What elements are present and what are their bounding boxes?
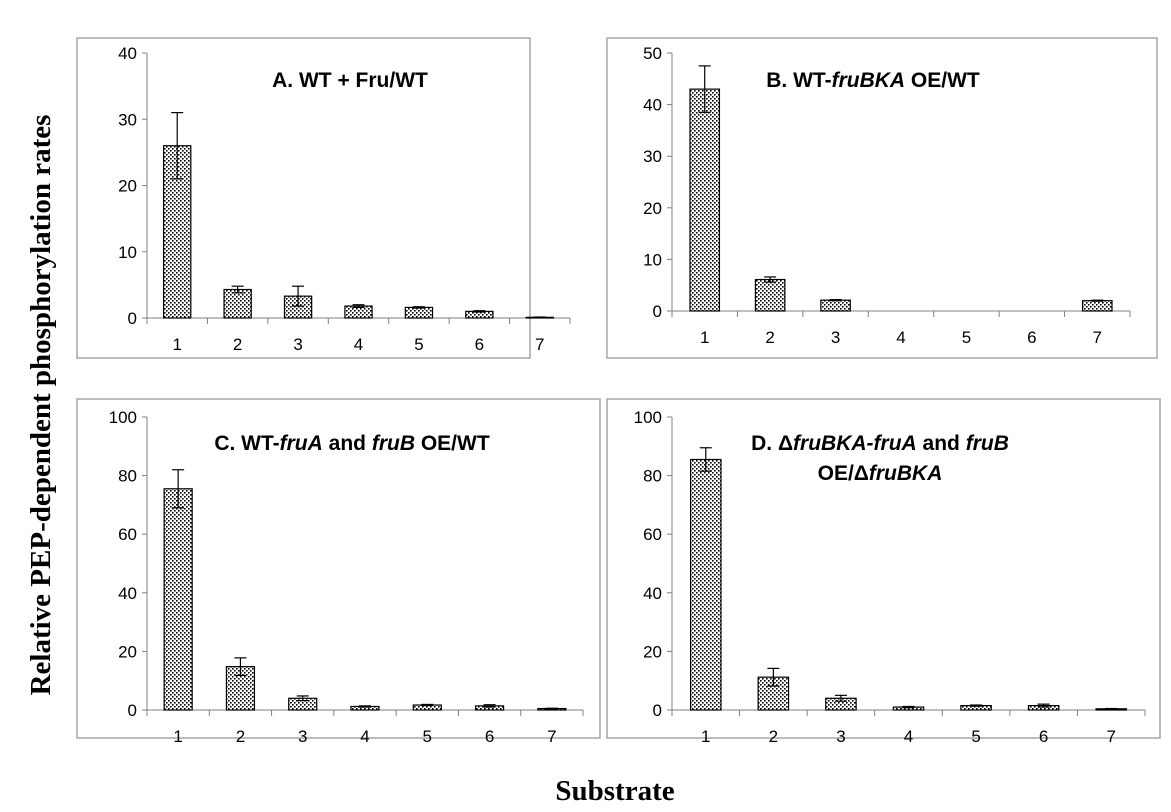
y-tick-label: 0 <box>128 309 137 328</box>
x-tick-label: 1 <box>173 727 182 746</box>
y-tick-label: 30 <box>118 110 137 129</box>
x-tick-label: 2 <box>765 328 774 347</box>
x-tick-label: 6 <box>475 335 484 354</box>
y-tick-label: 20 <box>118 177 137 196</box>
panel-frame <box>606 398 1161 739</box>
y-tick-label: 100 <box>634 408 662 427</box>
bar <box>689 458 722 711</box>
x-tick-label: 6 <box>485 727 494 746</box>
x-tick-label: 1 <box>700 328 709 347</box>
x-tick-label: 7 <box>535 335 544 354</box>
y-tick-label: 0 <box>653 302 662 321</box>
y-tick-label: 40 <box>118 584 137 603</box>
x-tick-label: 1 <box>172 335 181 354</box>
panel-c: 0 20 40 60 80 100 1 2 3 4 5 6 7 C. WT-fruA and fruB O… <box>76 398 601 746</box>
panel-frame <box>76 37 531 359</box>
x-tick-label: 6 <box>1039 727 1048 746</box>
panel-d: 0 20 40 60 80 100 1 2 3 4 5 6 7 D. ΔfruBKA-fruA and f… <box>606 398 1161 746</box>
bar <box>404 306 434 319</box>
y-tick-label: 40 <box>643 96 662 115</box>
panel-frame <box>606 37 1158 359</box>
bar <box>223 288 252 319</box>
x-tick-label: 5 <box>971 727 980 746</box>
x-tick-label: 2 <box>236 727 245 746</box>
y-tick-label: 20 <box>643 642 662 661</box>
y-tick-label: 40 <box>643 584 662 603</box>
x-tick-label: 1 <box>701 727 710 746</box>
x-tick-label: 4 <box>904 727 913 746</box>
y-tick-label: 30 <box>643 147 662 166</box>
y-tick-label: 50 <box>643 44 662 63</box>
panel-title: C. WT-fruA and fruB OE/WT <box>214 432 490 455</box>
panel-title: OE/ΔfruBKA <box>818 462 943 485</box>
bar <box>1081 300 1113 312</box>
x-tick-label: 3 <box>836 727 845 746</box>
bar <box>820 299 851 312</box>
x-tick-label: 3 <box>293 335 302 354</box>
y-tick-label: 20 <box>118 642 137 661</box>
x-tick-label: 2 <box>233 335 242 354</box>
y-tick-label: 20 <box>643 199 662 218</box>
y-tick-label: 0 <box>128 701 137 720</box>
y-tick-label: 10 <box>118 243 137 262</box>
panel-title: A. WT + Fru/WT <box>272 69 428 92</box>
panel-a: 0 10 20 30 40 1 2 3 4 5 6 7 A. WT + Fru/WT <box>76 37 571 359</box>
bar <box>163 488 193 711</box>
x-tick-label: 4 <box>354 335 363 354</box>
bar <box>754 278 786 312</box>
y-axis-label: Relative PEP-dependent phosphorylation r… <box>25 115 57 696</box>
x-tick-label: 3 <box>298 727 307 746</box>
y-tick-label: 0 <box>653 701 662 720</box>
y-tick-label: 80 <box>118 467 137 486</box>
panel-title: D. ΔfruBKA-fruA and fruB <box>751 432 1009 455</box>
y-tick-label: 100 <box>109 408 137 427</box>
x-tick-label: 6 <box>1027 328 1036 347</box>
x-tick-label: 2 <box>769 727 778 746</box>
y-tick-label: 40 <box>118 44 137 63</box>
x-tick-label: 5 <box>962 328 971 347</box>
x-tick-label: 3 <box>831 328 840 347</box>
panel-frame <box>76 398 601 739</box>
x-tick-label: 7 <box>1106 727 1115 746</box>
x-tick-label: 5 <box>414 335 423 354</box>
x-tick-label: 4 <box>360 727 369 746</box>
y-tick-label: 60 <box>118 525 137 544</box>
x-tick-label: 5 <box>423 727 432 746</box>
panel-title: B. WT-fruBKA OE/WT <box>766 69 980 92</box>
x-tick-label: 4 <box>896 328 905 347</box>
x-tick-label: 7 <box>547 727 556 746</box>
x-axis-label: Substrate <box>555 775 674 807</box>
y-tick-label: 80 <box>643 467 662 486</box>
bar <box>689 88 721 312</box>
y-tick-label: 10 <box>643 250 662 269</box>
x-tick-label: 7 <box>1093 328 1102 347</box>
y-tick-label: 60 <box>643 525 662 544</box>
panel-b: 0 10 20 30 40 50 1 2 3 4 5 6 7 B. WT-fruBKA OE/WT <box>606 37 1158 359</box>
